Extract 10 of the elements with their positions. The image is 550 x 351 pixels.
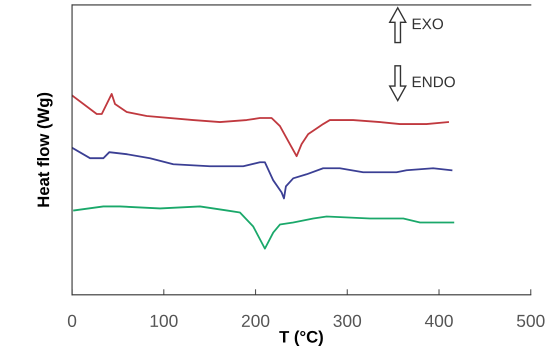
x-tick-label: 100 (150, 314, 178, 328)
text: ENDO (412, 76, 455, 88)
x-tick-label: 400 (424, 314, 453, 328)
x-axis-title: T (°C) (279, 330, 323, 346)
x-tick-label: 200 (242, 314, 270, 328)
text: EXO (412, 18, 444, 30)
x-tick-label: 500 (516, 314, 545, 328)
x-tick-label: 300 (333, 314, 362, 328)
y-axis-title: Heat flow (Wg) (36, 92, 53, 207)
x-tick-label: 0 (68, 314, 76, 328)
